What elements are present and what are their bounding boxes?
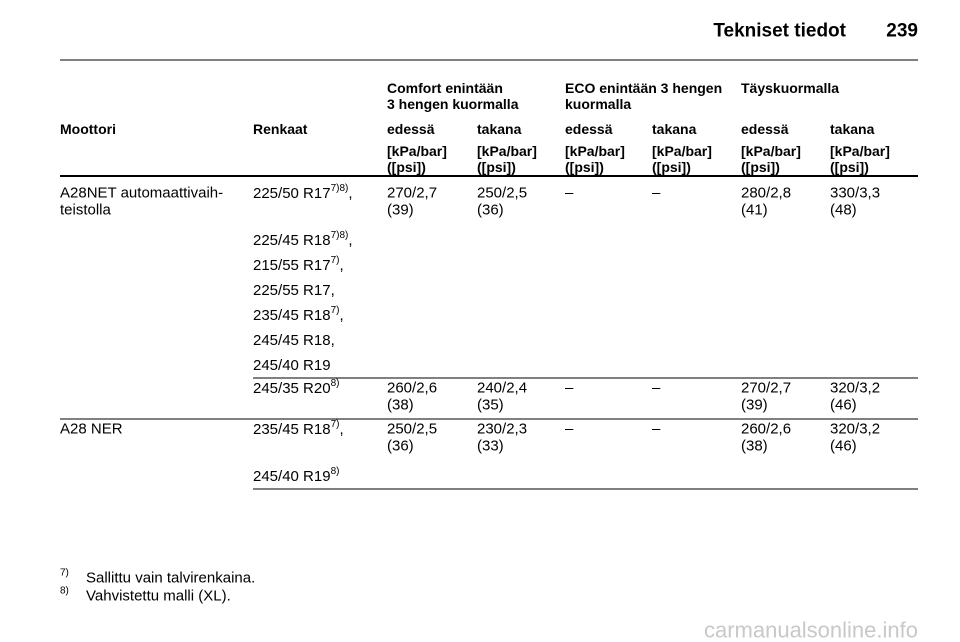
tire-text: 225/50 R17: [253, 185, 331, 202]
unit-header: [kPa/bar]: [477, 143, 537, 159]
unit-header: [kPa/bar]: [652, 143, 712, 159]
pressure-value: (39): [741, 397, 768, 414]
pressure-value: –: [652, 185, 661, 202]
column-header: takana: [477, 121, 522, 137]
engine: A28NET automaattivaih-: [60, 185, 223, 202]
page-number: 239: [886, 21, 918, 42]
tire-suffix: ,: [348, 232, 352, 249]
pressure-value: (33): [477, 438, 504, 455]
tire-text: 235/45 R18: [253, 307, 331, 324]
footnote-ref: 8): [331, 378, 340, 389]
unit-header: [kPa/bar]: [830, 143, 890, 159]
pressure-value: –: [565, 185, 574, 202]
group-header: kuormalla: [565, 96, 631, 112]
tire-suffix: ,: [339, 257, 343, 274]
tire-size: 215/55 R177),: [253, 255, 344, 274]
tire-size: 235/45 R187),: [253, 305, 344, 324]
pressure-value: (36): [387, 438, 414, 455]
pressure-value: (48): [830, 202, 857, 219]
column-header: edessä: [387, 121, 435, 137]
group-header: Comfort enintään: [387, 80, 503, 96]
pressure-value: 260/2,6: [387, 380, 437, 397]
footnote-ref: 7): [331, 305, 340, 316]
pressure-value: (35): [477, 397, 504, 414]
tire-text: 245/40 R19: [253, 468, 331, 485]
tire-size: 225/45 R187)8),: [253, 230, 353, 249]
tire-size: 245/40 R19: [253, 357, 331, 374]
pressure-value: 270/2,7: [387, 185, 437, 202]
engine: teistolla: [60, 202, 112, 219]
pressure-value: 250/2,5: [387, 421, 437, 438]
pressure-value: –: [565, 421, 574, 438]
pressure-value: 250/2,5: [477, 185, 527, 202]
group-header: 3 hengen kuormalla: [387, 96, 519, 112]
tire-text: 245/45 R18,: [253, 332, 335, 349]
tire-suffix: ,: [348, 185, 352, 202]
watermark: carmanualsonline.info: [704, 618, 918, 642]
pressure-value: (38): [387, 397, 414, 414]
pressure-value: –: [565, 380, 574, 397]
footnote-ref: 7)8): [331, 183, 349, 194]
tire-text: 245/40 R19: [253, 357, 331, 374]
unit-header: [kPa/bar]: [741, 143, 801, 159]
pressure-value: (41): [741, 202, 768, 219]
footnote-text: Sallittu vain talvirenkaina.: [86, 570, 255, 587]
unit-header: ([psi]): [652, 159, 691, 175]
pressure-value: 320/3,2: [830, 380, 880, 397]
column-header: edessä: [565, 121, 613, 137]
pressure-value: 260/2,6: [741, 421, 791, 438]
tire-text: 225/45 R18: [253, 232, 331, 249]
pressure-value: 280/2,8: [741, 185, 791, 202]
unit-header: ([psi]): [477, 159, 516, 175]
pressure-value: 320/3,2: [830, 421, 880, 438]
tire-text: 225/55 R17,: [253, 282, 335, 299]
tire-text: 215/55 R17: [253, 257, 331, 274]
group-header: Täyskuormalla: [741, 80, 839, 96]
footnote-mark: 8): [60, 586, 69, 597]
pressure-value: 240/2,4: [477, 380, 527, 397]
tire-suffix: ,: [339, 307, 343, 324]
pressure-value: (39): [387, 202, 414, 219]
unit-header: ([psi]): [830, 159, 869, 175]
unit-header: ([psi]): [387, 159, 426, 175]
footnote-text: Vahvistettu malli (XL).: [86, 588, 231, 605]
unit-header: [kPa/bar]: [565, 143, 625, 159]
footnote-ref: 8): [331, 466, 340, 477]
pressure-value: –: [652, 421, 661, 438]
unit-header: ([psi]): [741, 159, 780, 175]
column-header: Renkaat: [253, 121, 308, 137]
tire-text: 245/35 R20: [253, 380, 331, 397]
tire-text: 235/45 R18: [253, 421, 331, 438]
column-header: Moottori: [60, 121, 116, 137]
tire-size: 245/40 R198): [253, 466, 339, 485]
footnote-mark: 7): [60, 568, 69, 579]
tire-suffix: ,: [339, 421, 343, 438]
pressure-value: (46): [830, 397, 857, 414]
footnote-ref: 7): [331, 419, 340, 430]
pressure-value: (46): [830, 438, 857, 455]
unit-header: [kPa/bar]: [387, 143, 447, 159]
page-title: Tekniset tiedot: [713, 21, 846, 42]
pressure-value: (36): [477, 202, 504, 219]
tire-size: 225/50 R177)8),: [253, 183, 353, 202]
pressure-value: –: [652, 380, 661, 397]
column-header: edessä: [741, 121, 789, 137]
tire-size: 245/35 R208): [253, 378, 339, 397]
engine: A28 NER: [60, 421, 123, 438]
pressure-value: 230/2,3: [477, 421, 527, 438]
group-header: ECO enintään 3 hengen: [565, 80, 722, 96]
pressure-value: 270/2,7: [741, 380, 791, 397]
tire-size: 235/45 R187),: [253, 419, 344, 438]
pressure-value: 330/3,3: [830, 185, 880, 202]
unit-header: ([psi]): [565, 159, 604, 175]
column-header: takana: [830, 121, 875, 137]
footnote-ref: 7): [331, 255, 340, 266]
tire-size: 245/45 R18,: [253, 332, 335, 349]
footnote-ref: 7)8): [331, 230, 349, 241]
column-header: takana: [652, 121, 697, 137]
pressure-value: (38): [741, 438, 768, 455]
tire-size: 225/55 R17,: [253, 282, 335, 299]
